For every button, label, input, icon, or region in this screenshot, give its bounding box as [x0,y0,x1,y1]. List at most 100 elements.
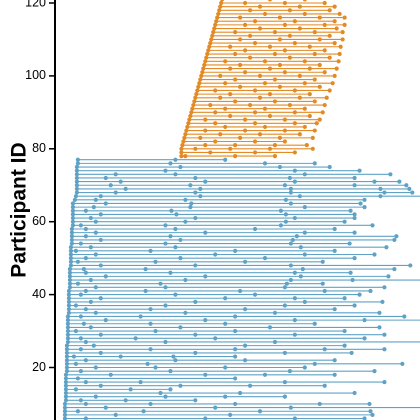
observation-point [72,197,78,202]
observation-point [75,281,80,286]
observation-point [189,110,194,115]
y-tick-label: 120 [25,0,46,9]
observation-point [123,398,128,403]
observation-point [98,296,103,301]
observation-point [292,296,297,301]
observation-point [108,183,113,188]
observation-point [257,132,263,137]
observation-point [327,8,332,13]
observation-point [188,113,193,119]
observation-point [340,30,345,35]
observation-point [292,121,297,126]
observation-point [312,77,317,82]
observation-point [187,117,192,122]
observation-point [400,361,405,366]
observation-point [352,303,357,308]
observation-point [297,132,302,137]
observation-point [272,339,278,345]
observation-point [362,416,367,420]
observation-point [65,328,71,334]
observation-point [352,256,357,261]
observation-point [153,259,158,264]
observation-point [78,223,83,228]
observation-point [67,270,73,275]
observation-point [277,135,283,140]
observation-point [282,183,288,188]
observation-point [382,285,387,290]
observation-point [233,347,238,352]
observation-point [297,194,302,199]
observation-point [163,303,168,308]
observation-point [88,299,93,304]
observation-point [145,361,150,366]
observation-point [62,416,68,420]
observation-point [148,321,153,326]
observation-point [213,121,218,126]
observation-point [66,292,72,297]
observation-point [238,37,243,42]
observation-point [173,292,178,297]
observation-point [370,412,375,417]
observation-point [332,358,337,363]
observation-point [262,81,268,86]
observation-point [252,88,258,93]
observation-point [98,263,103,268]
observation-point [188,183,193,188]
observation-point [292,332,297,337]
observation-point [233,401,238,407]
observation-point [194,92,199,97]
observation-point [320,110,325,115]
observation-point [242,48,248,53]
observation-point [282,0,288,6]
observation-point [292,150,297,155]
observation-point [332,372,337,377]
observation-point [292,88,297,93]
observation-point [247,33,253,38]
observation-point [348,270,353,275]
observation-point [267,146,273,151]
observation-point [342,15,347,20]
observation-point [123,186,128,191]
observation-point [98,212,103,217]
observation-point [337,11,342,17]
observation-point [69,241,75,246]
observation-point [163,223,168,228]
observation-point [63,390,69,396]
observation-point [288,186,293,191]
observation-point [113,190,118,195]
observation-point [68,263,74,268]
observation-point [272,143,278,148]
observation-point [66,296,72,301]
observation-point [223,365,228,370]
observation-point [238,62,243,68]
observation-point [238,135,243,140]
observation-point [78,314,83,319]
observation-point [212,26,217,31]
observation-point [238,84,243,89]
observation-point [302,59,307,64]
observation-point [68,256,74,261]
observation-point [103,405,108,410]
observation-point [83,288,88,294]
observation-point [228,66,233,71]
observation-point [168,387,173,392]
observation-point [297,4,302,9]
observation-point [65,336,71,341]
observation-point [208,40,213,46]
observation-point [73,387,79,392]
observation-point [191,102,196,108]
observation-point [169,208,174,213]
observation-point [103,274,108,279]
observation-point [287,175,292,181]
observation-point [173,358,178,363]
observation-point [179,153,184,159]
observation-point [103,318,108,323]
observation-point [272,153,278,159]
observation-point [382,347,387,352]
observation-point [302,252,307,257]
observation-point [332,307,337,312]
observation-point [357,168,362,173]
observation-point [342,22,347,27]
observation-point [257,26,263,31]
observation-point [183,153,188,159]
